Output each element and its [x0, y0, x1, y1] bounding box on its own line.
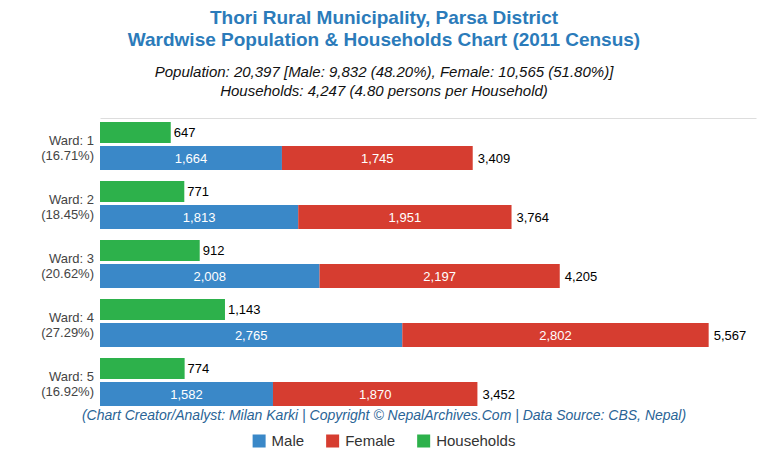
bar-male [100, 264, 320, 288]
caption: (Chart Creator/Analyst: Milan Karki | Co… [82, 407, 686, 423]
category-label-line: Ward: 1 [49, 133, 94, 148]
y-tick: Ward: 5(16.92%) [41, 369, 94, 399]
y-axis: Ward: 1(16.71%) Ward: 2(18.45%) Ward: 3(20… [41, 133, 94, 399]
total-label: 3,452 [482, 387, 515, 402]
data-label: 912 [203, 243, 225, 258]
legend-swatch [253, 435, 266, 448]
category-label: Ward: 1(16.71%) [41, 133, 94, 163]
category-label-line: (16.71%) [41, 148, 94, 163]
category-label: Ward: 5(16.92%) [41, 369, 94, 399]
category-label-line: (18.45%) [41, 207, 94, 222]
subtitle: Population: 20,397 [Male: 9,832 (48.20%)… [155, 63, 614, 80]
bar-male [100, 323, 402, 347]
bar-households [100, 358, 185, 379]
x-axis-line [101, 118, 757, 119]
bar-female [402, 323, 708, 347]
data-label: 1,664 [175, 151, 208, 166]
data-label: 2,802 [539, 328, 572, 343]
data-label: 1,870 [359, 387, 392, 402]
title: Thori Rural Municipality, Parsa District [210, 7, 559, 28]
category-label: Ward: 4(27.29%) [41, 310, 94, 340]
title: Wardwise Population & Households Chart (… [128, 29, 640, 50]
y-tick: Ward: 3(20.62%) [41, 251, 94, 281]
x-axis [101, 118, 757, 119]
category-label-line: (20.62%) [41, 266, 94, 281]
data-labels: 1,664 1,813 2,008 2,765 1,582 1,745 1,951 2,197… [170, 125, 746, 402]
y-tick: Ward: 4(27.29%) [41, 310, 94, 340]
bar-households [100, 181, 184, 202]
legend: Male Female Households [253, 432, 516, 449]
bar-male [100, 205, 298, 229]
data-label: 1,143 [228, 302, 261, 317]
category-label-line: Ward: 4 [49, 310, 94, 325]
bars [100, 122, 709, 406]
category-label-line: Ward: 5 [49, 369, 94, 384]
chart-container: Thori Rural Municipality, Parsa District… [0, 0, 768, 449]
y-tick: Ward: 1(16.71%) [41, 133, 94, 163]
category-label-line: (16.92%) [41, 384, 94, 399]
legend-label: Female [345, 432, 395, 449]
bar-households [100, 299, 225, 320]
legend-label: Male [272, 432, 305, 449]
bar-female [320, 264, 560, 288]
total-label: 3,764 [517, 210, 550, 225]
legend-label: Households [436, 432, 515, 449]
bar-female [298, 205, 511, 229]
data-label: 2,765 [235, 328, 268, 343]
legend-item: Male [253, 432, 305, 449]
category-label-line: (27.29%) [41, 325, 94, 340]
data-label: 1,582 [170, 387, 203, 402]
legend-swatch [417, 435, 430, 448]
bar-female [273, 382, 477, 406]
data-label: 774 [188, 361, 210, 376]
legend-item: Households [417, 432, 515, 449]
bar-households [100, 122, 171, 143]
data-label: 771 [187, 184, 209, 199]
category-label-line: Ward: 2 [49, 192, 94, 207]
total-label: 3,409 [478, 151, 511, 166]
data-label: 1,745 [361, 151, 394, 166]
legend-item: Female [326, 432, 395, 449]
data-label: 2,197 [423, 269, 456, 284]
data-label: 1,813 [183, 210, 216, 225]
subtitle: Households: 4,247 (4.80 persons per Hous… [220, 82, 548, 99]
bar-female [282, 146, 473, 170]
category-label-line: Ward: 3 [49, 251, 94, 266]
data-label: 2,008 [193, 269, 226, 284]
data-label: 1,951 [389, 210, 422, 225]
total-label: 5,567 [714, 328, 747, 343]
bar-households [100, 240, 200, 261]
category-label: Ward: 3(20.62%) [41, 251, 94, 281]
data-label: 647 [174, 125, 196, 140]
legend-swatch [326, 435, 339, 448]
y-tick: Ward: 2(18.45%) [41, 192, 94, 222]
total-label: 4,205 [565, 269, 598, 284]
category-label: Ward: 2(18.45%) [41, 192, 94, 222]
bar-male [100, 146, 282, 170]
chart-svg: Thori Rural Municipality, Parsa District… [0, 0, 768, 449]
bar-male [100, 382, 273, 406]
